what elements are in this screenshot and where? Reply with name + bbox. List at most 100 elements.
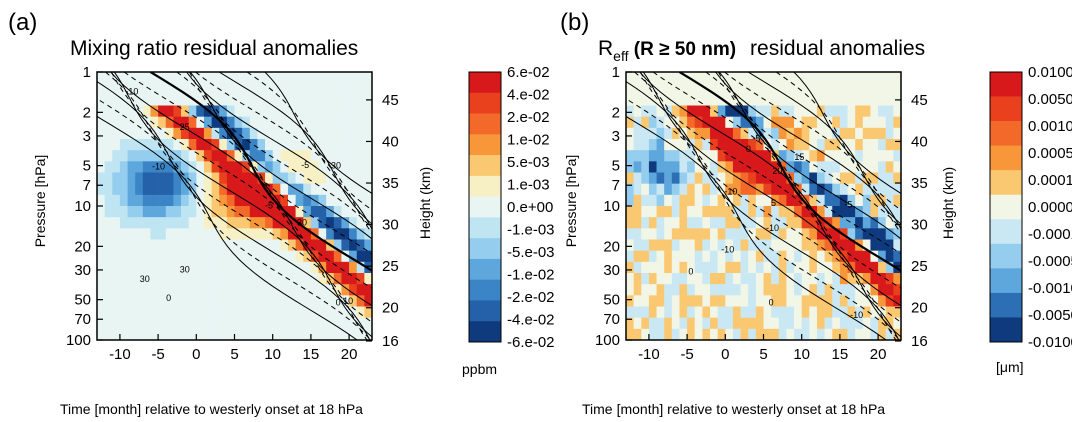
heatmap-cell — [679, 317, 688, 330]
heatmap-cell — [150, 72, 159, 84]
heatmap-cell — [824, 194, 833, 207]
heatmap-cell — [748, 250, 757, 263]
heatmap-cell — [181, 161, 189, 173]
y-tick-label: 20 — [603, 238, 620, 255]
heatmap-cell — [687, 139, 696, 151]
heatmap-cell — [862, 306, 871, 318]
heatmap-cell — [633, 250, 642, 263]
heatmap-cell — [196, 328, 205, 340]
heatmap-cell — [694, 273, 703, 285]
heatmap-cell — [188, 72, 197, 84]
heatmap-cell — [341, 239, 350, 251]
heatmap-cell — [188, 261, 197, 274]
heatmap-cell — [794, 105, 802, 117]
heatmap-cell — [786, 83, 795, 95]
heatmap-cell — [165, 250, 174, 263]
heatmap-cell — [878, 150, 887, 162]
heatmap-cell — [326, 250, 335, 263]
heatmap-cell — [809, 239, 818, 251]
heatmap-cell — [755, 206, 764, 218]
heatmap-cell — [694, 317, 703, 330]
heatmap-cell — [809, 161, 818, 173]
heatmap-cell — [249, 217, 258, 229]
heatmap-cell — [112, 328, 121, 340]
heatmap-cell — [97, 295, 105, 307]
heatmap-cell — [295, 105, 304, 117]
heatmap-cell — [234, 306, 243, 318]
heatmap-cell — [870, 261, 879, 274]
heatmap-cell — [310, 284, 319, 296]
heatmap-cell — [142, 306, 151, 318]
heatmap-cell — [816, 206, 825, 218]
heatmap-cell — [196, 161, 205, 173]
heatmap-cell — [763, 273, 772, 285]
heatmap-cell — [303, 250, 312, 263]
heatmap-cell — [656, 284, 665, 296]
heatmap-cell — [295, 250, 304, 263]
heatmap-cell — [870, 306, 879, 318]
heatmap-cell — [318, 116, 327, 129]
heatmap-cell — [226, 250, 235, 263]
heatmap-cell — [633, 194, 642, 207]
heatmap-cell — [165, 317, 174, 330]
x-tick-label: 20 — [341, 346, 358, 363]
heatmap-cell — [203, 183, 212, 196]
heatmap-cell — [181, 273, 189, 285]
heatmap-cell — [287, 94, 296, 106]
heatmap-cell — [226, 239, 235, 251]
heatmap-cell — [318, 284, 327, 296]
heatmap-cell — [702, 172, 711, 184]
heatmap-cell — [104, 295, 113, 307]
heatmap-cell — [809, 194, 818, 207]
heatmap-cell — [641, 228, 650, 240]
heatmap-cell — [333, 284, 342, 296]
heatmap-cell — [97, 328, 105, 340]
heatmap-cell — [687, 284, 696, 296]
heatmap-cell — [333, 295, 342, 307]
heatmap-cell — [832, 206, 841, 218]
heatmap-cell — [249, 72, 258, 84]
heatmap-cell — [755, 194, 764, 207]
heatmap-cell — [249, 116, 258, 129]
heatmap-cell — [710, 83, 718, 95]
heatmap-cell — [127, 183, 136, 196]
colorbar-swatch — [469, 113, 501, 135]
heatmap-cell — [641, 261, 650, 274]
heatmap-cell — [839, 261, 848, 274]
heatmap-cell — [127, 161, 136, 173]
y2-tick-label: 35 — [382, 175, 399, 192]
heatmap-cell — [763, 295, 772, 307]
heatmap-cell — [135, 250, 144, 263]
heatmap-cell — [287, 161, 296, 173]
heatmap-cell — [771, 94, 780, 106]
heatmap-cell — [364, 194, 372, 207]
heatmap-cell — [349, 228, 358, 240]
heatmap-cell — [794, 328, 802, 340]
heatmap-cell — [211, 83, 220, 95]
heatmap-cell — [280, 217, 289, 229]
heatmap-cell — [257, 105, 266, 117]
heatmap-cell — [725, 328, 734, 340]
heatmap-cell — [158, 317, 167, 330]
heatmap-cell — [165, 72, 174, 84]
heatmap-cell — [755, 306, 764, 318]
heatmap-cell — [203, 228, 212, 240]
heatmap-cell — [771, 261, 780, 274]
heatmap-cell — [893, 127, 901, 140]
heatmap-cell — [893, 284, 901, 296]
heatmap-cell — [295, 139, 304, 151]
heatmap-cell — [648, 228, 657, 240]
heatmap-cell — [272, 116, 281, 129]
heatmap-cell — [626, 183, 634, 196]
heatmap-cell — [862, 172, 871, 184]
contour-line-dashed — [176, 72, 372, 255]
heatmap-cell — [633, 183, 642, 196]
heatmap-cell — [862, 116, 871, 129]
heatmap-cell — [778, 127, 787, 140]
contour-line-dashed — [652, 72, 901, 289]
heatmap-cell — [127, 194, 136, 207]
colorbar-swatch — [469, 217, 501, 239]
heatmap-cell — [119, 206, 128, 218]
heatmap-cell — [234, 127, 243, 140]
